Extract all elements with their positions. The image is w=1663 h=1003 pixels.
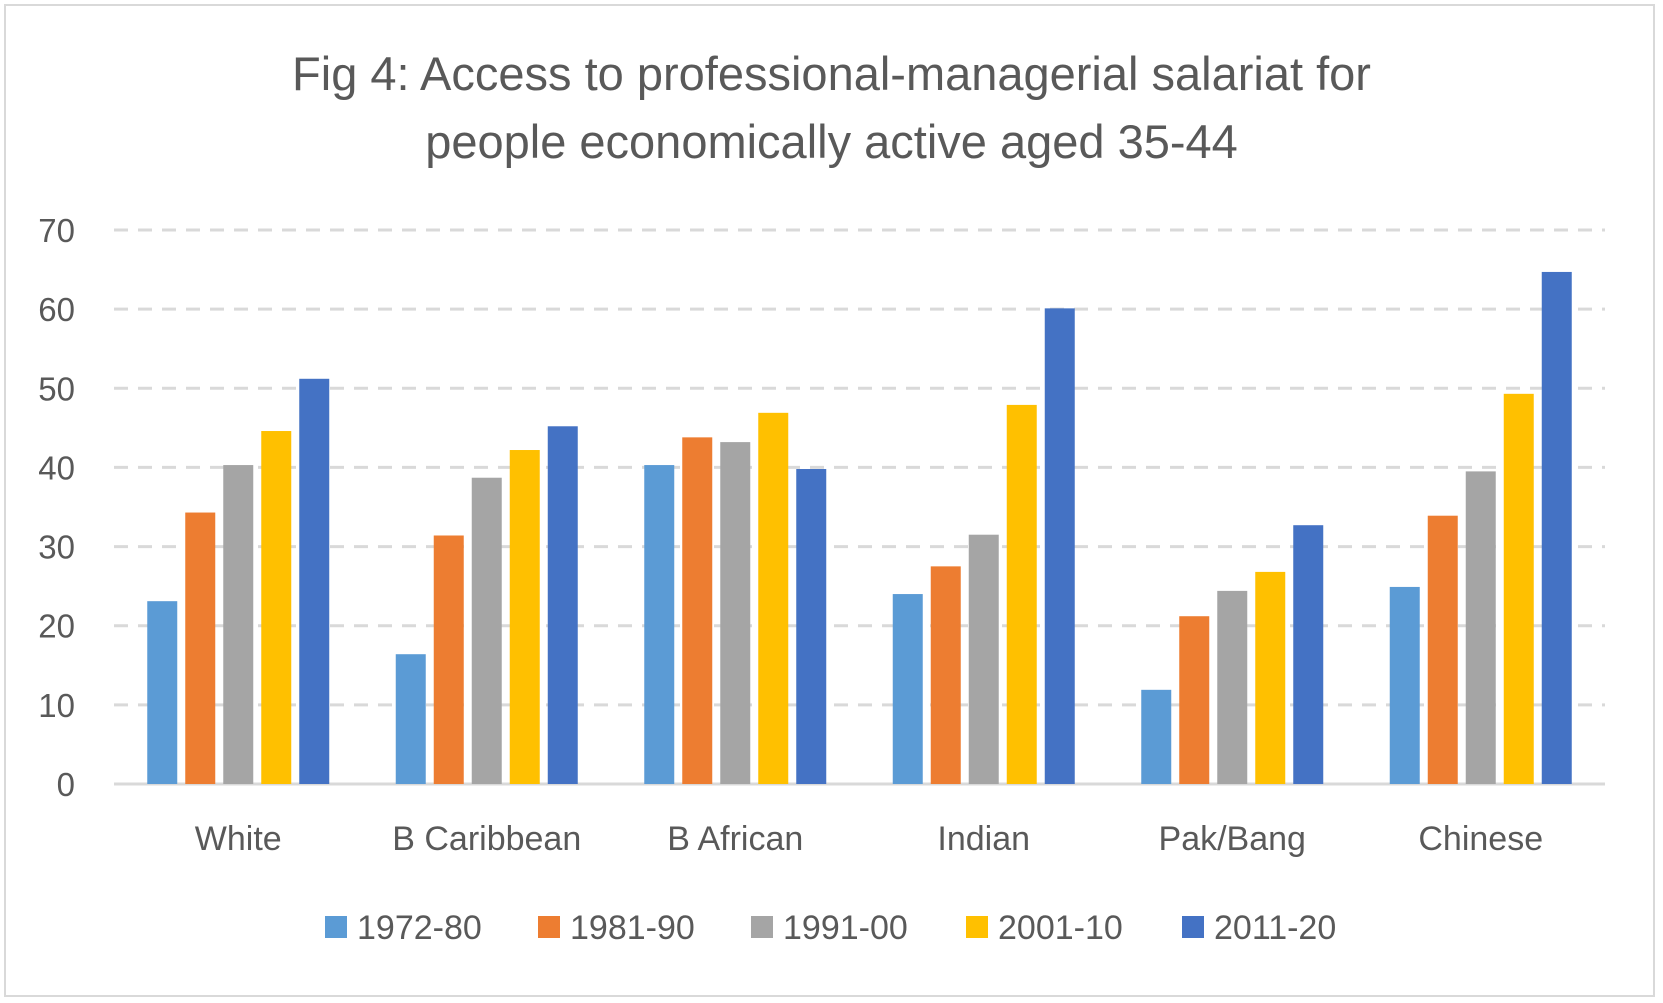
bar-2011-20-chinese (1541, 271, 1572, 785)
bar-1991-00-white (223, 465, 254, 784)
bar-1991-00-chinese (1465, 471, 1496, 784)
bar-1991-00-bafrican (720, 442, 751, 784)
legend-swatch (751, 916, 773, 938)
bar-2011-20-pakbang (1293, 525, 1324, 784)
bar-1991-00-bcaribbean (471, 477, 502, 784)
bar-1991-00-indian (968, 534, 999, 784)
y-tick-label: 50 (38, 370, 75, 407)
y-tick-label: 30 (38, 529, 75, 566)
chart-title-line-1: Fig 4: Access to professional-managerial… (292, 47, 1371, 100)
legend-label: 2011-20 (1214, 909, 1336, 947)
y-tick-label: 60 (38, 291, 75, 328)
x-category-label: Chinese (1418, 820, 1543, 858)
chart-title-line-2: people economically active aged 35-44 (425, 115, 1238, 168)
bar-1972-80-bcaribbean (395, 654, 426, 784)
bar-1981-90-bafrican (682, 437, 713, 784)
chart-title: Fig 4: Access to professional-managerial… (0, 40, 1663, 176)
bar-1972-80-pakbang (1141, 689, 1172, 784)
y-tick-label: 20 (38, 608, 75, 645)
bar-2011-20-indian (1044, 308, 1075, 784)
y-tick-label: 70 (38, 212, 75, 249)
bar-1981-90-indian (930, 566, 961, 784)
x-category-label: B African (667, 820, 803, 858)
legend-label: 2001-10 (998, 909, 1123, 947)
bar-2011-20-bafrican (796, 469, 827, 784)
x-category-label: Indian (937, 820, 1030, 858)
bar-1972-80-bafrican (644, 465, 675, 784)
legend-swatch (1182, 916, 1204, 938)
y-tick-label: 10 (38, 687, 75, 724)
bar-1981-90-chinese (1427, 515, 1458, 784)
bar-2011-20-bcaribbean (547, 426, 578, 784)
bar-1972-80-chinese (1389, 586, 1420, 784)
bar-2011-20-white (299, 378, 330, 784)
chart-frame (4, 4, 1655, 997)
bar-2001-10-bcaribbean (509, 450, 540, 784)
x-category-label: White (195, 820, 282, 858)
legend-label: 1981-90 (570, 909, 695, 947)
legend-swatch (966, 916, 988, 938)
legend-label: 1991-00 (783, 909, 908, 947)
legend-swatch (325, 916, 347, 938)
bar-1972-80-indian (892, 594, 923, 784)
x-category-label: B Caribbean (392, 820, 581, 858)
legend-swatch (538, 916, 560, 938)
bar-1981-90-bcaribbean (433, 535, 464, 784)
bar-2001-10-chinese (1503, 393, 1534, 784)
bar-1991-00-pakbang (1217, 590, 1248, 784)
bar-1981-90-pakbang (1179, 616, 1210, 784)
bar-2001-10-indian (1006, 404, 1037, 784)
bar-2001-10-bafrican (758, 412, 789, 784)
legend-label: 1972-80 (357, 909, 482, 947)
x-category-label: Pak/Bang (1159, 820, 1306, 858)
bar-2001-10-white (261, 431, 292, 784)
bar-1981-90-white (185, 512, 216, 784)
bar-1972-80-white (147, 601, 178, 784)
y-tick-label: 0 (57, 766, 75, 803)
bar-2001-10-pakbang (1255, 571, 1286, 784)
y-tick-label: 40 (38, 449, 75, 486)
